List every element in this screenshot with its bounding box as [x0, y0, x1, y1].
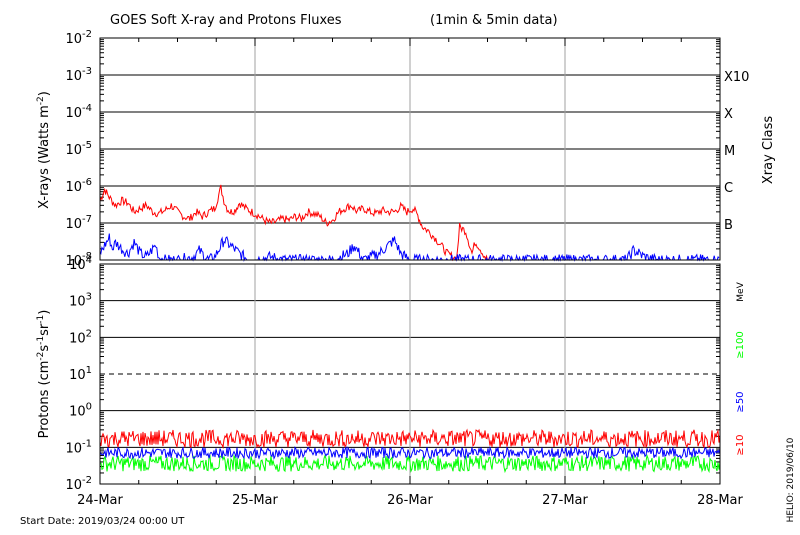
x-tick-label: 26-Mar	[387, 493, 433, 508]
credit-label: HELIO: 2019/06/10	[786, 437, 796, 522]
xray-class-label: C	[724, 181, 733, 196]
proton-ytick-label: 10-1	[65, 438, 92, 456]
xray-class-label: X10	[724, 70, 749, 85]
x-axis: 24-Mar 25-Mar 26-Mar 27-Mar 28-Mar	[77, 38, 744, 508]
x-tick-label: 25-Mar	[232, 493, 278, 508]
proton-ytick-label: 101	[69, 365, 92, 383]
proton-ytick-label: 10-2	[65, 475, 92, 493]
proton-energy-label: ≥100	[735, 331, 746, 358]
xray-ytick-label: 10-4	[65, 103, 92, 121]
xray-ytick-label: 10-7	[65, 214, 92, 232]
xray-ylabel: X-rays (Watts m-2)	[36, 91, 52, 209]
proton-energy-label: ≥50	[735, 391, 746, 412]
proton-series-ge100	[99, 453, 721, 474]
xray-class-label: X	[724, 107, 733, 122]
chart-title: GOES Soft X-ray and Protons Fluxes (1min …	[110, 13, 558, 28]
proton-ytick-label: 103	[69, 292, 92, 310]
xray-ytick-label: 10-6	[65, 177, 92, 195]
proton-series-ge10	[99, 428, 721, 450]
proton-ytick-label: 104	[69, 255, 92, 273]
xray-class-axis-title: Xray Class	[761, 116, 776, 184]
title-note: (1min & 5min data)	[430, 13, 558, 28]
x-tick-label: 24-Mar	[77, 493, 123, 508]
xray-ytick-label: 10-8	[65, 251, 92, 269]
xray-ytick-label: 10-5	[65, 140, 92, 158]
start-date-label: Start Date: 2019/03/24 00:00 UT	[20, 516, 185, 527]
xray-panel: 10-2 10-3 10-4 10-5 10-6 10-7 10-8 X10 X M C B Xray …	[36, 29, 776, 269]
proton-ytick-label: 102	[69, 328, 92, 346]
xray-ytick-label: 10-3	[65, 66, 92, 84]
title-text: GOES Soft X-ray and Protons Fluxes	[110, 13, 342, 28]
x-tick-label: 28-Mar	[697, 493, 743, 508]
x-tick-label: 27-Mar	[542, 493, 588, 508]
proton-unit-label: MeV	[736, 281, 746, 301]
proton-energy-label: ≥10	[735, 434, 746, 455]
proton-ytick-label: 100	[69, 402, 92, 420]
proton-ylabel: Protons (cm-2s-1sr-1)	[36, 310, 52, 439]
xray-class-label: B	[724, 218, 733, 233]
proton-panel: 104 103 102 101 100 10-1 10-2 MeV ≥100 ≥50 ≥10 Prot…	[36, 255, 746, 493]
xray-ytick-label: 10-2	[65, 29, 92, 47]
proton-series-ge50	[99, 445, 721, 461]
xray-class-label: M	[724, 144, 735, 159]
xray-series-long	[99, 184, 491, 262]
